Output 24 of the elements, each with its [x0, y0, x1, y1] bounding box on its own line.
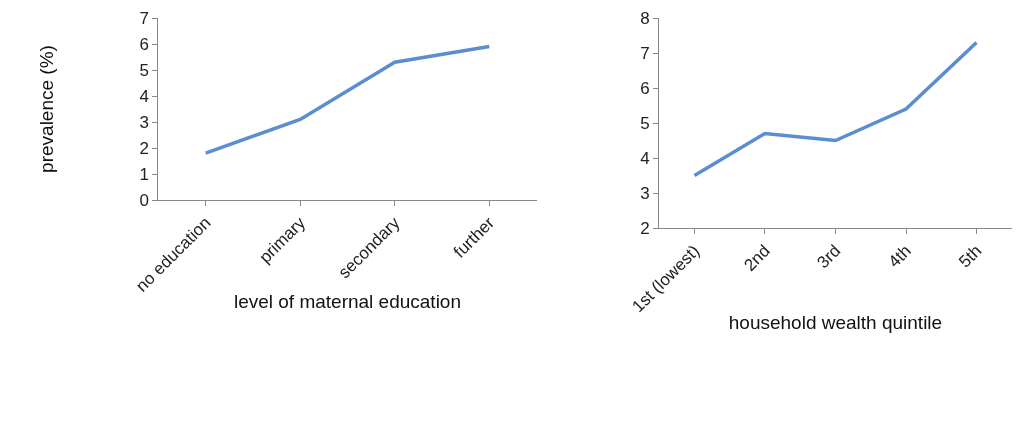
y-tick-label: 4 [139, 86, 150, 106]
y-tick-label: 1 [139, 164, 150, 184]
y-tick-label: 0 [139, 190, 150, 210]
y-tick-label: 5 [640, 113, 650, 133]
x-axis-title: household wealth quintile [728, 312, 943, 333]
y-tick-label: 2 [640, 218, 650, 238]
y-tick-label: 3 [640, 183, 650, 203]
y-tick-label: 5 [139, 60, 150, 80]
x-tick-label: 4th [884, 241, 915, 272]
y-tick-label: 2 [139, 138, 150, 158]
x-tick-label: 3rd [813, 241, 845, 273]
y-tick-label: 4 [640, 148, 650, 168]
y-tick-label: 6 [139, 34, 150, 54]
y-tick-label: 7 [640, 43, 650, 63]
x-tick-label: 5th [955, 241, 986, 272]
y-tick-label: 7 [139, 8, 150, 28]
y-tick-label: 3 [139, 112, 150, 132]
line-series [692, 40, 979, 178]
x-tick-label: 2nd [740, 241, 774, 275]
y-axis-title: prevalence (%) [36, 45, 58, 173]
y-tick-label: 8 [640, 8, 650, 28]
y-tick-label: 6 [640, 78, 650, 98]
line-series [203, 44, 492, 155]
x-axis-title: level of maternal education [233, 291, 462, 313]
